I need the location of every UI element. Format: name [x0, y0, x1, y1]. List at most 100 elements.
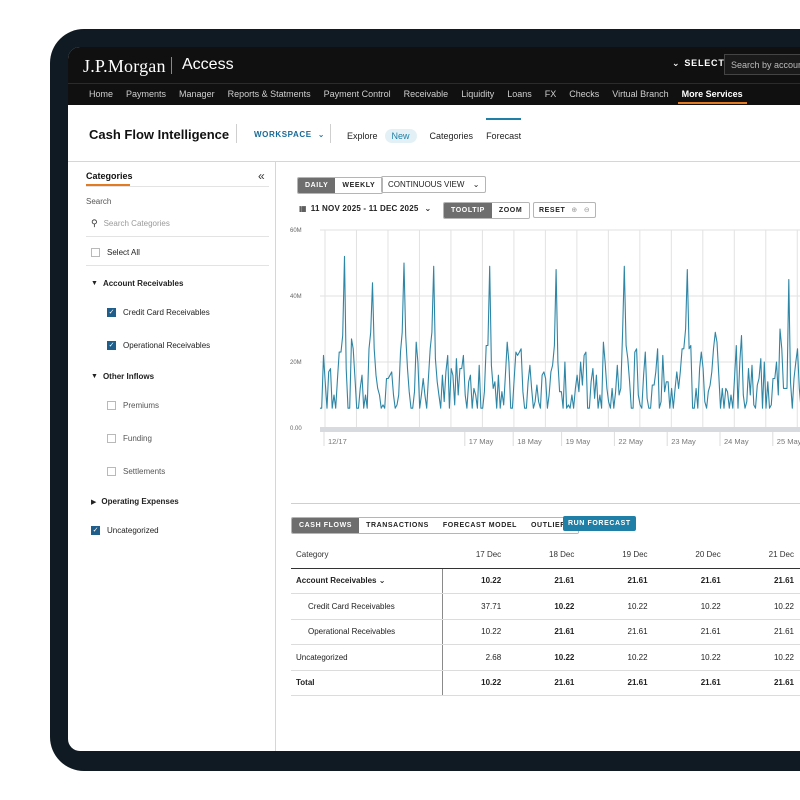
- category-item-credit-card-receivables[interactable]: ✓ Credit Card Receivables: [107, 308, 210, 317]
- category-item-settlements[interactable]: Settlements: [107, 467, 165, 476]
- checkbox[interactable]: [107, 401, 116, 410]
- caret-down-icon: ▼: [91, 280, 98, 287]
- category-item-uncategorized[interactable]: ✓ Uncategorized: [91, 526, 159, 535]
- table-row[interactable]: Operational Receivables 10.22 21.61 21.6…: [291, 619, 800, 645]
- select-label: SELECT: [684, 58, 725, 68]
- nav-item-virtual-branch[interactable]: Virtual Branch: [612, 89, 669, 99]
- search-icon: ⚲: [91, 218, 98, 228]
- nav-item-payments[interactable]: Payments: [126, 89, 167, 99]
- run-forecast-button[interactable]: RUN FORECAST: [563, 516, 636, 531]
- chart-divider: [291, 503, 800, 504]
- category-item-operational-receivables[interactable]: ✓ Operational Receivables: [107, 341, 210, 350]
- divider: [86, 186, 269, 187]
- category-item-premiums[interactable]: Premiums: [107, 401, 159, 410]
- table-cell: 10.22: [515, 593, 589, 620]
- chevron-down-icon: ⌄: [472, 180, 480, 189]
- category-label: Funding: [123, 434, 152, 443]
- nav-item-loans[interactable]: Loans: [507, 89, 532, 99]
- y-tick-label: 40M: [290, 294, 302, 300]
- reset-label: RESET: [539, 207, 566, 214]
- column-header: 18 Dec: [515, 542, 589, 569]
- nav-item-reports[interactable]: Reports & Statments: [227, 89, 311, 99]
- column-header: 17 Dec: [442, 542, 516, 569]
- zoom-in-icon[interactable]: ⊕: [571, 207, 578, 214]
- x-tick-label: 25 May: [777, 437, 800, 446]
- select-all-checkbox[interactable]: [91, 248, 100, 257]
- nav-item-more-services[interactable]: More Services: [677, 89, 747, 104]
- calendar-icon: ▦: [299, 204, 307, 213]
- new-badge: New: [384, 129, 417, 143]
- table-cell: 21.61: [661, 670, 735, 696]
- y-tick-label: 0.00: [290, 426, 302, 432]
- nav-item-manager[interactable]: Manager: [179, 89, 215, 99]
- weekly-button[interactable]: WEEKLY: [335, 178, 383, 193]
- category-search-input[interactable]: ⚲ Search Categories: [91, 218, 170, 229]
- group-other-inflows[interactable]: ▼ Other Inflows: [91, 372, 154, 381]
- table-row[interactable]: Account Receivables ⌄ 10.22 21.61 21.61 …: [291, 568, 800, 594]
- category-label: Settlements: [123, 467, 166, 476]
- checkbox-checked[interactable]: ✓: [91, 526, 100, 535]
- select-all-row[interactable]: Select All: [91, 248, 140, 257]
- granularity-toggle: DAILY WEEKLY: [297, 177, 384, 194]
- table-cell: 10.22: [734, 644, 800, 671]
- sidebar-title: Categories: [86, 171, 133, 181]
- view-mode-dropdown[interactable]: CONTINUOUS VIEW ⌄: [381, 176, 487, 193]
- daily-button[interactable]: DAILY: [298, 178, 336, 193]
- tab-transactions[interactable]: TRANSACTIONS: [359, 518, 436, 533]
- reset-button[interactable]: RESET ⊕ ⊖: [533, 202, 597, 218]
- checkbox-checked[interactable]: ✓: [107, 341, 116, 350]
- zoom-out-icon[interactable]: ⊖: [583, 207, 591, 214]
- nav-item-fx[interactable]: FX: [544, 89, 557, 99]
- nav-item-payment-control[interactable]: Payment Control: [323, 89, 391, 99]
- header-divider: [236, 124, 237, 143]
- nav-item-receivable[interactable]: Receivable: [403, 89, 449, 99]
- checkbox-checked[interactable]: ✓: [107, 308, 116, 317]
- nav-item-liquidity[interactable]: Liquidity: [461, 89, 495, 99]
- table-cell: 10.22: [442, 670, 516, 696]
- category-item-funding[interactable]: Funding: [107, 434, 152, 443]
- group-operating-expenses[interactable]: ▶ Operating Expenses: [91, 497, 179, 506]
- date-range-picker[interactable]: ▦ 11 NOV 2025 - 11 DEC 2025 ⌄: [299, 204, 431, 213]
- series-line: [320, 255, 800, 409]
- tab-forecast[interactable]: Forecast: [486, 118, 522, 141]
- tab-cash-flows[interactable]: CASH FLOWS: [292, 518, 360, 533]
- global-search-input[interactable]: Search by account: [724, 54, 800, 75]
- tooltip-button[interactable]: TOOLTIP: [444, 203, 492, 218]
- sub-nav: Explore New Categories Forecast: [347, 118, 534, 143]
- category-search-placeholder: Search Categories: [103, 219, 170, 228]
- tab-explore[interactable]: Explore: [347, 131, 378, 141]
- group-account-receivables[interactable]: ▼ Account Receivables: [91, 279, 183, 288]
- chart-mode-toggle: TOOLTIP ZOOM: [443, 202, 531, 219]
- collapse-sidebar-icon[interactable]: «: [258, 169, 265, 183]
- checkbox[interactable]: [107, 467, 116, 476]
- table-row[interactable]: Uncategorized 2.68 10.22 10.22 10.22 10.…: [291, 644, 800, 671]
- row-label: Uncategorized: [291, 644, 443, 671]
- brand-logo[interactable]: J.P.Morgan: [83, 56, 166, 76]
- table-cell: 10.22: [661, 644, 735, 671]
- divider: [86, 236, 269, 237]
- checkbox[interactable]: [107, 434, 116, 443]
- chevron-down-icon[interactable]: ⌄: [378, 576, 386, 586]
- column-header: 21 Dec: [734, 542, 800, 569]
- tab-forecast-model[interactable]: FORECAST MODEL: [435, 518, 524, 533]
- workspace-dropdown[interactable]: WORKSPACE ⌄: [254, 130, 325, 139]
- table-cell: 10.22: [588, 593, 662, 620]
- table-cell: 21.61: [588, 619, 662, 645]
- group-label: Other Inflows: [102, 372, 155, 381]
- select-menu-button[interactable]: ⌄ SELECT: [672, 58, 725, 69]
- row-label[interactable]: Account Receivables ⌄: [291, 568, 443, 594]
- x-tick-label: 17 May: [469, 437, 494, 446]
- x-tick-label: 22 May: [618, 437, 643, 446]
- table-cell: 21.61: [661, 568, 735, 594]
- category-label: Premiums: [123, 401, 160, 410]
- table-total-row[interactable]: Total 10.22 21.61 21.61 21.61 21.61: [291, 670, 800, 696]
- zoom-button[interactable]: ZOOM: [491, 203, 530, 218]
- nav-item-home[interactable]: Home: [89, 89, 114, 99]
- column-header: 19 Dec: [588, 542, 662, 569]
- cash-flow-chart[interactable]: 60M 40M 20M 0.00 12/17 17 May 18 May 19 May 22 M…: [287, 222, 800, 472]
- nav-item-checks[interactable]: Checks: [569, 89, 600, 99]
- table-row[interactable]: Credit Card Receivables 37.71 10.22 10.2…: [291, 593, 800, 620]
- tab-categories[interactable]: Categories: [429, 131, 474, 141]
- row-label-text: Account Receivables: [296, 576, 377, 586]
- sidebar-title-underline: [86, 184, 130, 186]
